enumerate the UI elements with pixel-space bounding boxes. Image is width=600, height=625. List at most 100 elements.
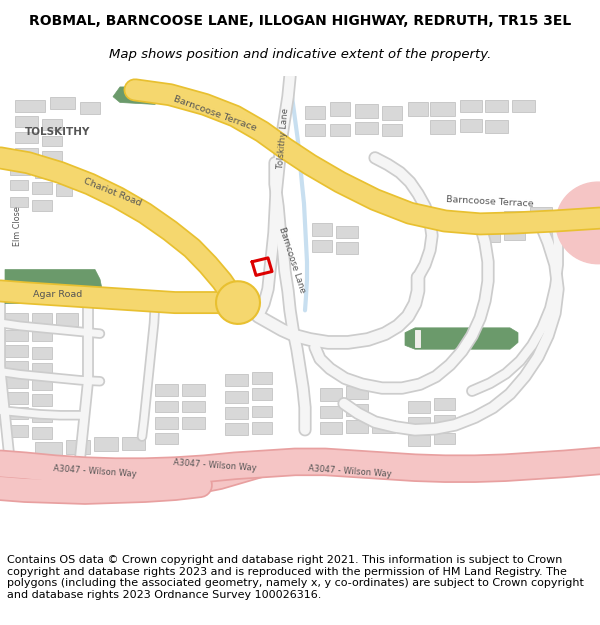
Polygon shape bbox=[434, 415, 455, 428]
Polygon shape bbox=[66, 457, 90, 471]
Text: Agar Road: Agar Road bbox=[34, 290, 83, 299]
Polygon shape bbox=[382, 124, 402, 136]
Polygon shape bbox=[408, 102, 428, 116]
Polygon shape bbox=[42, 119, 62, 129]
Polygon shape bbox=[225, 423, 248, 434]
Text: TOLSKITHY: TOLSKITHY bbox=[25, 127, 91, 137]
Polygon shape bbox=[312, 241, 332, 252]
Polygon shape bbox=[32, 378, 52, 390]
Polygon shape bbox=[10, 197, 28, 208]
Polygon shape bbox=[5, 346, 28, 357]
Polygon shape bbox=[336, 242, 358, 254]
Polygon shape bbox=[225, 391, 248, 402]
Polygon shape bbox=[460, 99, 482, 112]
Polygon shape bbox=[32, 199, 52, 211]
Polygon shape bbox=[478, 231, 500, 242]
Polygon shape bbox=[346, 386, 368, 399]
Polygon shape bbox=[430, 120, 455, 134]
Text: Barncoose Terrace: Barncoose Terrace bbox=[446, 195, 534, 208]
Polygon shape bbox=[346, 420, 368, 432]
Polygon shape bbox=[42, 136, 62, 146]
Polygon shape bbox=[182, 401, 205, 412]
Polygon shape bbox=[408, 418, 430, 430]
Polygon shape bbox=[15, 116, 38, 127]
Polygon shape bbox=[5, 313, 28, 326]
Polygon shape bbox=[182, 384, 205, 396]
Polygon shape bbox=[330, 102, 350, 116]
Polygon shape bbox=[355, 104, 378, 118]
Polygon shape bbox=[355, 122, 378, 134]
Polygon shape bbox=[372, 420, 395, 432]
Polygon shape bbox=[225, 374, 248, 386]
Polygon shape bbox=[155, 384, 178, 396]
Text: Elm Close: Elm Close bbox=[14, 206, 23, 246]
Polygon shape bbox=[346, 404, 368, 416]
Polygon shape bbox=[320, 388, 342, 401]
Polygon shape bbox=[408, 434, 430, 446]
Polygon shape bbox=[5, 425, 28, 437]
Polygon shape bbox=[320, 422, 342, 434]
Text: ROBMAL, BARNCOOSE LANE, ILLOGAN HIGHWAY, REDRUTH, TR15 3EL: ROBMAL, BARNCOOSE LANE, ILLOGAN HIGHWAY,… bbox=[29, 14, 571, 28]
Polygon shape bbox=[15, 148, 38, 159]
Polygon shape bbox=[415, 330, 420, 348]
Polygon shape bbox=[94, 437, 118, 451]
Polygon shape bbox=[5, 408, 28, 419]
Polygon shape bbox=[80, 102, 100, 114]
Polygon shape bbox=[225, 408, 248, 419]
Text: A3047 - Wilson Way: A3047 - Wilson Way bbox=[53, 464, 137, 479]
Polygon shape bbox=[32, 427, 52, 439]
Polygon shape bbox=[478, 213, 500, 226]
Text: Tolskithy Lane: Tolskithy Lane bbox=[276, 107, 290, 169]
Polygon shape bbox=[5, 269, 102, 304]
Polygon shape bbox=[56, 184, 72, 196]
Polygon shape bbox=[50, 97, 75, 109]
Polygon shape bbox=[32, 362, 52, 374]
Polygon shape bbox=[460, 119, 482, 132]
Polygon shape bbox=[216, 281, 260, 324]
Polygon shape bbox=[155, 432, 178, 444]
Polygon shape bbox=[434, 398, 455, 411]
Polygon shape bbox=[330, 124, 350, 136]
Polygon shape bbox=[10, 164, 30, 176]
Text: Map shows position and indicative extent of the property.: Map shows position and indicative extent… bbox=[109, 48, 491, 61]
Text: A3047 - Wilson Way: A3047 - Wilson Way bbox=[308, 464, 392, 479]
Polygon shape bbox=[512, 99, 535, 112]
Polygon shape bbox=[32, 330, 52, 341]
Polygon shape bbox=[122, 437, 145, 450]
Polygon shape bbox=[56, 313, 78, 326]
Polygon shape bbox=[430, 102, 455, 116]
Text: Chariot Road: Chariot Road bbox=[82, 176, 142, 208]
Text: Barncoose Lane: Barncoose Lane bbox=[277, 226, 307, 294]
Polygon shape bbox=[434, 432, 455, 444]
Polygon shape bbox=[252, 388, 272, 400]
Polygon shape bbox=[32, 394, 52, 406]
Polygon shape bbox=[504, 211, 525, 224]
Polygon shape bbox=[530, 208, 552, 221]
Polygon shape bbox=[32, 313, 52, 326]
Polygon shape bbox=[5, 392, 28, 404]
Polygon shape bbox=[42, 151, 62, 162]
Polygon shape bbox=[305, 106, 325, 119]
Polygon shape bbox=[5, 361, 28, 372]
Polygon shape bbox=[336, 226, 358, 239]
Polygon shape bbox=[504, 229, 525, 241]
Polygon shape bbox=[320, 406, 342, 418]
Text: Contains OS data © Crown copyright and database right 2021. This information is : Contains OS data © Crown copyright and d… bbox=[7, 555, 584, 600]
Polygon shape bbox=[405, 328, 518, 349]
Polygon shape bbox=[485, 120, 508, 132]
Polygon shape bbox=[15, 132, 38, 143]
Polygon shape bbox=[182, 418, 205, 429]
Polygon shape bbox=[408, 401, 430, 413]
Polygon shape bbox=[35, 459, 62, 472]
Circle shape bbox=[556, 182, 600, 264]
Polygon shape bbox=[32, 348, 52, 359]
Polygon shape bbox=[35, 442, 62, 456]
Polygon shape bbox=[35, 168, 55, 178]
Polygon shape bbox=[252, 406, 272, 418]
Polygon shape bbox=[10, 180, 28, 190]
Polygon shape bbox=[155, 401, 178, 412]
Polygon shape bbox=[312, 223, 332, 236]
Polygon shape bbox=[5, 376, 28, 388]
Polygon shape bbox=[32, 411, 52, 422]
Text: A3047 - Wilson Way: A3047 - Wilson Way bbox=[173, 458, 257, 473]
